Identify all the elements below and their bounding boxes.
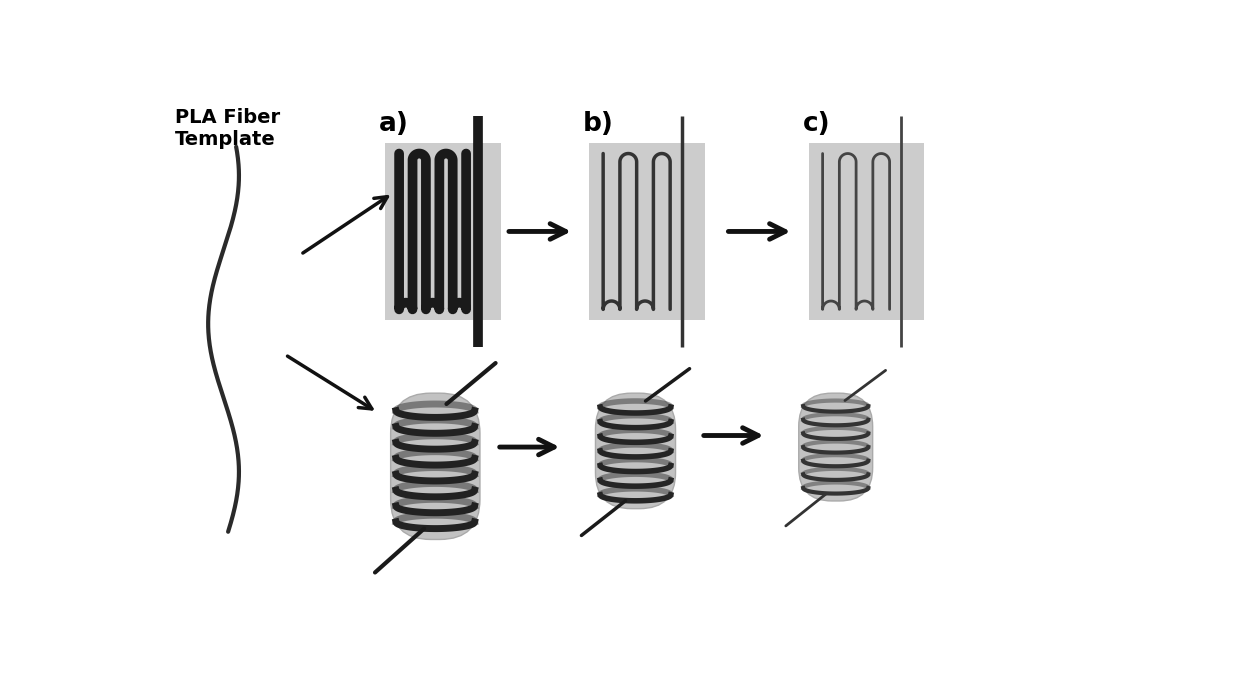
FancyBboxPatch shape: [799, 393, 873, 501]
Text: a): a): [379, 111, 409, 137]
Text: PLA Fiber
Template: PLA Fiber Template: [175, 108, 280, 149]
FancyBboxPatch shape: [391, 393, 480, 540]
Bar: [386, 143, 501, 320]
Text: c): c): [802, 111, 831, 137]
Bar: [808, 143, 924, 320]
FancyBboxPatch shape: [595, 393, 676, 509]
Bar: [589, 143, 704, 320]
Text: b): b): [583, 111, 614, 137]
